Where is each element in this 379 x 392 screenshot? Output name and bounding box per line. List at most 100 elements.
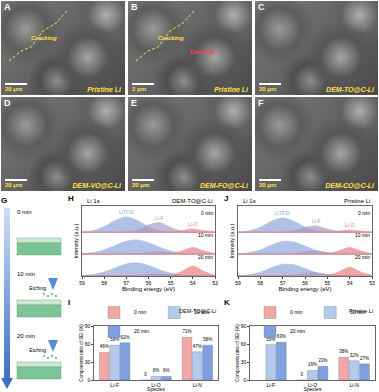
html-text:Cracking: Cracking [31, 35, 57, 41]
svg-text:Li-O: Li-O [151, 382, 161, 388]
svg-text:20 min: 20 min [17, 333, 35, 339]
html-text:20 μm: 20 μm [5, 86, 23, 92]
svg-text:0: 0 [301, 372, 304, 377]
svg-text:54: 54 [347, 280, 353, 286]
svg-text:30: 30 [241, 359, 247, 365]
svg-text:53: 53 [212, 280, 218, 286]
svg-text:23%: 23% [318, 358, 327, 363]
svg-text:38%: 38% [339, 349, 348, 354]
html-text:Cracking: Cracking [158, 35, 184, 41]
svg-text:0 min: 0 min [290, 309, 302, 315]
svg-text:20 min: 20 min [134, 328, 149, 334]
html-text:20 μm: 20 μm [5, 182, 23, 188]
svg-text:16%: 16% [308, 362, 317, 367]
svg-text:0: 0 [144, 372, 147, 377]
svg-text:0 min: 0 min [358, 210, 370, 216]
svg-text:0: 0 [244, 377, 247, 383]
html-text:Pristine Li: Pristine Li [214, 86, 248, 93]
svg-text:20 min: 20 min [198, 254, 213, 260]
svg-text:60: 60 [85, 341, 91, 347]
svg-text:0: 0 [88, 377, 91, 383]
svg-text:47%: 47% [193, 344, 202, 349]
svg-text:Li-F: Li-F [110, 382, 119, 388]
svg-text:54: 54 [190, 280, 196, 286]
svg-text:90: 90 [241, 323, 247, 329]
svg-text:30: 30 [85, 359, 91, 365]
svg-text:DEM-TO@C-Li: DEM-TO@C-Li [179, 308, 216, 314]
svg-text:27%: 27% [360, 356, 369, 361]
svg-text:Binding energy (eV): Binding energy (eV) [278, 286, 331, 292]
svg-text:71%: 71% [182, 329, 191, 334]
svg-text:Li-F: Li-F [312, 218, 321, 224]
svg-text:57: 57 [124, 280, 130, 286]
svg-text:Li-N: Li-N [350, 382, 360, 388]
svg-text:58%: 58% [203, 337, 212, 342]
html-text:20 μm: 20 μm [259, 86, 277, 92]
html-text:DEM-TO@C-Li: DEM-TO@C-Li [326, 86, 374, 93]
svg-text:Li-O: Li-O [345, 222, 355, 228]
svg-text:20 min: 20 min [355, 254, 370, 260]
svg-text:32%: 32% [350, 353, 359, 358]
svg-text:Li-N: Li-N [193, 382, 203, 388]
html-text:Dendrite: Dendrite [190, 49, 215, 55]
svg-text:53: 53 [369, 280, 375, 286]
svg-text:62%: 62% [120, 335, 129, 340]
svg-text:59: 59 [235, 280, 241, 286]
html-text:B: B [131, 2, 138, 12]
svg-text:G: G [1, 196, 7, 205]
svg-text:56: 56 [146, 280, 152, 286]
svg-text:10 min: 10 min [198, 232, 213, 238]
svg-text:Li 1s: Li 1s [87, 198, 100, 204]
svg-text:Components ratio of SEI (%): Components ratio of SEI (%) [79, 324, 84, 382]
svg-text:Pristine Li: Pristine Li [349, 308, 373, 314]
html-text:2 μm: 2 μm [132, 86, 146, 92]
svg-text:LiTFSI: LiTFSI [119, 209, 134, 215]
svg-text:0 min: 0 min [134, 309, 146, 315]
svg-text:Components ratio of SEI (%): Components ratio of SEI (%) [235, 324, 240, 382]
html-text:C: C [258, 2, 265, 12]
svg-text:0 min: 0 min [201, 210, 213, 216]
svg-text:60: 60 [241, 341, 247, 347]
svg-text:55: 55 [168, 280, 174, 286]
svg-text:55: 55 [325, 280, 331, 286]
svg-text:6%: 6% [163, 368, 170, 373]
svg-text:Li-O: Li-O [188, 221, 198, 227]
svg-text:10 min: 10 min [17, 271, 35, 277]
svg-text:0 min: 0 min [17, 209, 32, 215]
svg-text:Species: Species [147, 386, 165, 392]
svg-text:Binding energy (eV): Binding energy (eV) [122, 286, 175, 292]
html-text:DEM-FO@C-Li: DEM-FO@C-Li [200, 182, 248, 189]
svg-text:Species: Species [304, 386, 322, 392]
svg-text:Intensity (a.u.): Intensity (a.u.) [229, 223, 235, 258]
svg-text:57: 57 [280, 280, 286, 286]
svg-text:Li-F: Li-F [155, 215, 164, 221]
svg-text:Li-O: Li-O [308, 382, 318, 388]
svg-text:Etching: Etching [29, 285, 46, 291]
svg-text:58%: 58% [110, 337, 119, 342]
html-text:A: A [4, 2, 11, 12]
html-text:DEM-VO@C-Li: DEM-VO@C-Li [72, 182, 121, 189]
html-text:Pristine Li: Pristine Li [87, 86, 121, 93]
svg-text:Pristine Li: Pristine Li [344, 198, 370, 204]
svg-text:10 min: 10 min [194, 309, 209, 315]
svg-text:Li 1s: Li 1s [243, 198, 256, 204]
svg-text:DEM-TO@C-Li: DEM-TO@C-Li [172, 198, 213, 204]
svg-text:10 min: 10 min [355, 232, 370, 238]
svg-text:58: 58 [258, 280, 264, 286]
svg-text:56: 56 [302, 280, 308, 286]
html-text:E: E [131, 98, 137, 108]
svg-text:20 min: 20 min [290, 328, 305, 334]
svg-text:59: 59 [79, 280, 85, 286]
svg-text:10 min: 10 min [350, 309, 365, 315]
svg-text:Etching: Etching [29, 347, 46, 353]
html-text:DEM-CO@C-Li: DEM-CO@C-Li [325, 182, 374, 189]
svg-text:LiTFSI: LiTFSI [275, 210, 290, 216]
svg-text:46%: 46% [100, 344, 109, 349]
html-text:D: D [4, 98, 11, 108]
svg-text:6%: 6% [153, 368, 160, 373]
svg-text:58: 58 [101, 280, 107, 286]
svg-text:Li-F: Li-F [267, 382, 276, 388]
svg-text:Intensity (a.u.): Intensity (a.u.) [73, 223, 79, 258]
svg-text:63%: 63% [277, 334, 286, 339]
svg-text:90: 90 [85, 323, 91, 329]
